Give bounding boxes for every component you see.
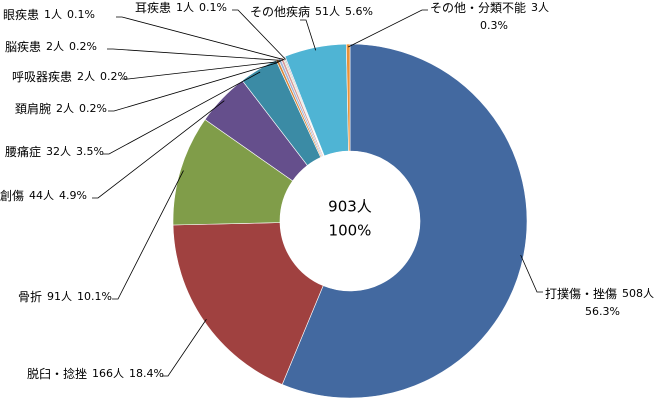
slice-label: 脱臼・捻挫 166人 18.4% (27, 366, 164, 381)
label-name: 骨折 (18, 289, 42, 304)
slice-label: 頚肩腕 2人 0.2% (15, 101, 107, 116)
label-count: 1人 (176, 1, 194, 14)
leader-line (108, 62, 279, 112)
label-count: 3人 (531, 1, 549, 14)
leader-line (232, 9, 286, 60)
label-name: 脱臼・捻挫 (27, 366, 87, 381)
label-name: 打撲傷・挫傷 (545, 286, 617, 301)
label-name: 脳疾患 (5, 39, 41, 54)
label-name: 腰痛症 (5, 144, 41, 159)
donut-hole (280, 151, 420, 291)
label-percent: 0.1% (67, 8, 95, 21)
slice-label: 創傷 44人 4.9% (0, 188, 87, 203)
label-percent: 4.9% (59, 189, 87, 202)
label-count: 166人 (92, 367, 124, 380)
label-name: 創傷 (0, 188, 24, 203)
leader-line (107, 48, 283, 61)
label-percent: 0.2% (79, 102, 107, 115)
label-percent: 18.4% (129, 367, 164, 380)
leader-line (162, 319, 207, 377)
center-percent: 100% (329, 222, 372, 240)
slice-label: その他疾病 51人 5.6% (250, 4, 373, 19)
label-name: 頚肩腕 (15, 101, 51, 116)
slice-label: 骨折 91人 10.1% (18, 289, 112, 304)
label-count: 2人 (56, 102, 74, 115)
label-count: 51人 (315, 5, 340, 18)
label-count: 2人 (46, 40, 64, 53)
label-name: 耳疾患 (135, 0, 171, 15)
label-count: 91人 (47, 290, 72, 303)
leader-line (300, 19, 317, 51)
label-name: 眼疾患 (3, 7, 39, 22)
label-count: 32人 (46, 145, 71, 158)
label-count: 44人 (29, 189, 54, 202)
label-name: 呼吸器疾患 (12, 69, 72, 84)
label-percent: 0.1% (199, 1, 227, 14)
leader-line (92, 100, 225, 199)
leader-line (103, 71, 261, 155)
label-name: その他・分類不能 (430, 1, 526, 15)
center-total: 903人 (328, 198, 372, 216)
label-percent: 0.2% (100, 70, 128, 83)
leader-line (520, 254, 543, 293)
slice-label: 脳疾患 2人 0.2% (5, 39, 97, 54)
leader-line (348, 9, 428, 48)
slice-label: 耳疾患 1人 0.1% (135, 0, 227, 15)
label-count: 2人 (77, 70, 95, 83)
label-percent: 5.6% (345, 5, 373, 18)
label-count: 508人 (622, 287, 654, 300)
label-percent: 0.2% (69, 40, 97, 53)
leader-line (116, 16, 285, 61)
label-percent: 0.3% (480, 19, 508, 32)
label-percent: 56.3% (585, 305, 620, 318)
slice-label: 眼疾患 1人 0.1% (3, 7, 95, 22)
label-count: 1人 (44, 8, 62, 21)
label-name: その他疾病 (250, 4, 310, 19)
label-percent: 10.1% (77, 290, 112, 303)
leader-line (122, 61, 281, 80)
slice-label: その他・分類不能 3人 (430, 1, 549, 15)
slice-label: 打撲傷・挫傷 508人 (545, 286, 654, 301)
slice-label: 腰痛症 32人 3.5% (5, 144, 104, 159)
slice-label: 呼吸器疾患 2人 0.2% (12, 69, 128, 84)
leader-line (112, 170, 184, 300)
label-percent: 3.5% (76, 145, 104, 158)
